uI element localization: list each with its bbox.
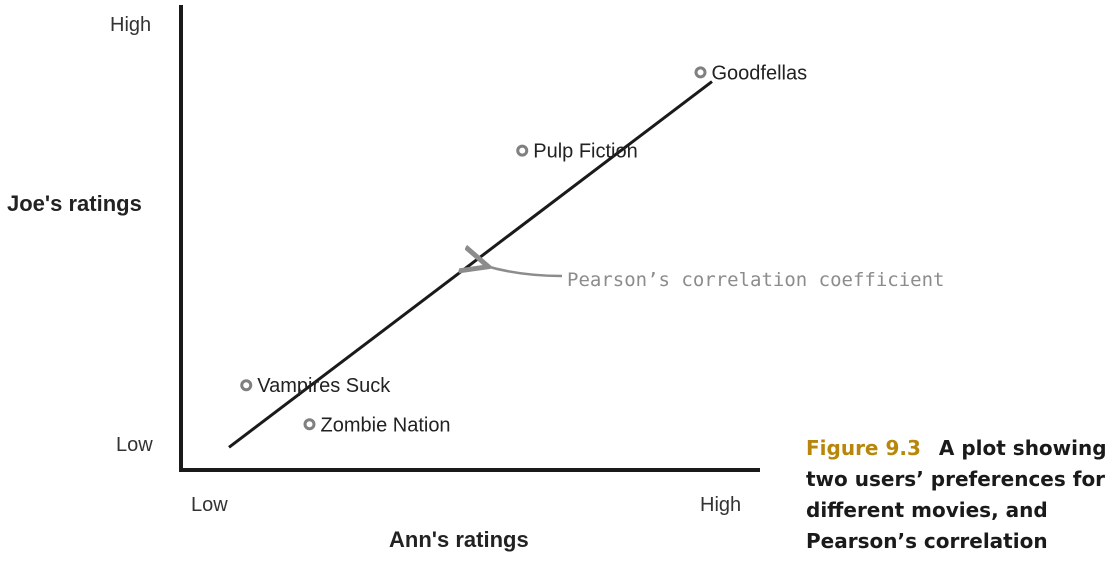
y-tick-low: Low xyxy=(116,434,153,456)
figure-caption: Figure 9.3 A plot showing two users’ pref… xyxy=(806,433,1116,557)
data-point-pulp-fiction xyxy=(516,144,529,157)
data-point-goodfellas xyxy=(694,66,707,79)
annotation-arrow xyxy=(486,266,563,278)
data-point-zombie-nation xyxy=(303,418,316,431)
point-label-vampires-suck: Vampires Suck xyxy=(257,375,391,397)
y-axis-title: Joe's ratings xyxy=(7,191,142,216)
point-label-zombie-nation: Zombie Nation xyxy=(321,414,451,436)
data-point-vampires-suck xyxy=(240,379,253,392)
point-label-goodfellas: Goodfellas xyxy=(712,62,808,84)
x-tick-high: High xyxy=(700,494,742,516)
point-label-pulp-fiction: Pulp Fiction xyxy=(533,141,638,163)
figure-number: Figure 9.3 xyxy=(806,436,921,460)
figure-caption-text: A plot showing two users’ preferences fo… xyxy=(806,436,1107,553)
y-tick-high: High xyxy=(110,14,152,36)
x-tick-low: Low xyxy=(191,494,228,516)
x-axis-title: Ann's ratings xyxy=(389,527,529,552)
annotation-text: Pearson’s correlation coefficient xyxy=(567,269,945,291)
